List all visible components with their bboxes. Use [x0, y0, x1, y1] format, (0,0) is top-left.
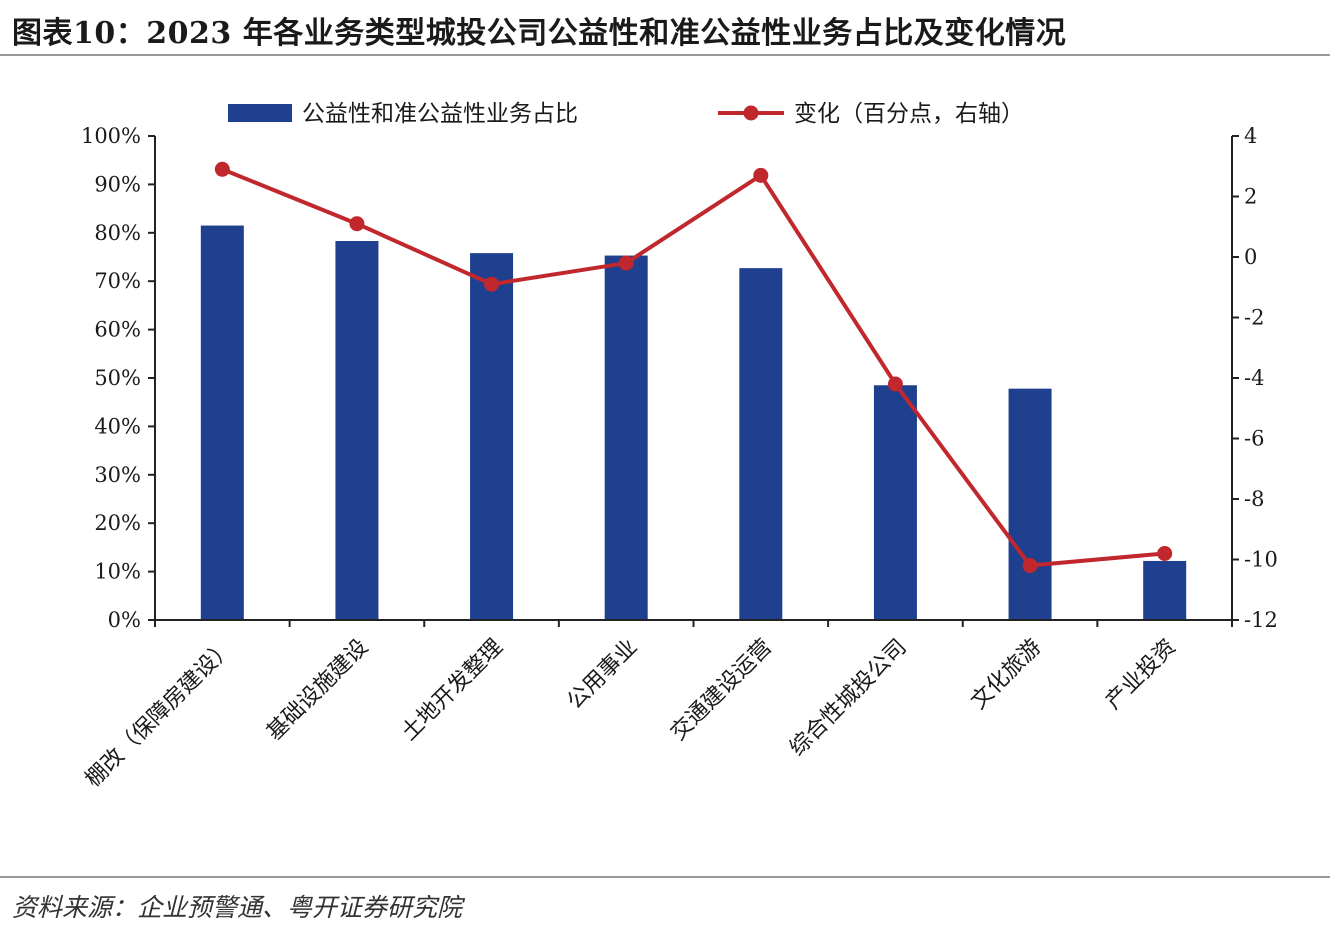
right-tick-label: -2 — [1244, 306, 1264, 330]
category-label: 土地开发整理 — [397, 635, 508, 746]
category-label: 文化旅游 — [966, 635, 1046, 715]
bar — [739, 268, 783, 620]
left-tick-label: 20% — [94, 511, 141, 535]
bar — [470, 253, 514, 621]
right-tick-label: -8 — [1244, 487, 1264, 511]
line-point — [887, 376, 903, 392]
chart-axes: 0% 10% 20% 30% 40% 50% 60% 70% 80% 90% 100% -12 -10 -… — [81, 124, 1278, 632]
change-line — [221, 167, 1165, 568]
bar-line-chart: 公益性和准公益性业务占比 变化（百分点，右轴） 0% 10% 20% 30% 40% 50%… — [81, 101, 1278, 793]
source-note: 资料来源：企业预警通、粤开证券研究院 — [12, 893, 463, 922]
bar — [200, 225, 244, 621]
chart-legend: 公益性和准公益性业务占比 变化（百分点，右轴） — [228, 101, 1024, 127]
bar-series — [200, 225, 1187, 621]
line-point — [1157, 545, 1173, 561]
line-series — [214, 161, 1173, 574]
left-tick-label: 0% — [108, 608, 141, 632]
category-label: 产业投资 — [1101, 635, 1181, 715]
right-tick-label: 2 — [1244, 185, 1257, 209]
category-label: 棚改（保障房建设） — [81, 635, 239, 793]
bar — [1008, 388, 1052, 620]
line-point — [349, 216, 365, 232]
bar — [335, 241, 379, 620]
right-tick-label: -6 — [1244, 427, 1264, 451]
right-tick-label: -10 — [1244, 548, 1278, 572]
left-tick-label: 10% — [94, 560, 141, 584]
line-point — [753, 167, 769, 183]
category-label: 基础设施建设 — [262, 635, 373, 746]
right-tick-label: 4 — [1244, 124, 1257, 148]
right-tick-label: -4 — [1244, 366, 1264, 390]
category-label: 公用事业 — [563, 635, 643, 715]
left-tick-label: 70% — [94, 269, 141, 293]
line-point — [484, 276, 500, 292]
left-tick-label: 80% — [94, 221, 141, 245]
left-tick-label: 100% — [81, 124, 141, 148]
left-tick-label: 60% — [94, 318, 141, 342]
legend-line-label: 变化（百分点，右轴） — [794, 101, 1024, 127]
legend-bar-swatch — [228, 104, 292, 122]
line-point — [1022, 558, 1038, 574]
left-tick-label: 90% — [94, 172, 141, 196]
bar — [604, 255, 648, 620]
legend-line-marker — [743, 105, 759, 121]
left-tick-label: 40% — [94, 414, 141, 438]
category-label: 综合性城投公司 — [785, 635, 912, 762]
category-labels: 棚改（保障房建设） 基础设施建设 土地开发整理 公用事业 交通建设运营 综合性城投公司 文化… — [81, 635, 1181, 793]
source-divider — [0, 876, 1330, 878]
left-tick-label: 50% — [94, 366, 141, 390]
right-tick-label: 0 — [1244, 245, 1257, 269]
line-point — [214, 161, 230, 177]
bar — [873, 385, 917, 620]
right-tick-label: -12 — [1244, 608, 1278, 632]
line-point — [618, 255, 634, 271]
bar — [1143, 560, 1187, 620]
category-label: 交通建设运营 — [666, 635, 777, 746]
left-tick-label: 30% — [94, 463, 141, 487]
legend-bar-label: 公益性和准公益性业务占比 — [302, 101, 578, 127]
title-divider — [0, 54, 1330, 56]
figure-title: 图表10：2023 年各业务类型城投公司公益性和准公益性业务占比及变化情况 — [12, 16, 1067, 51]
